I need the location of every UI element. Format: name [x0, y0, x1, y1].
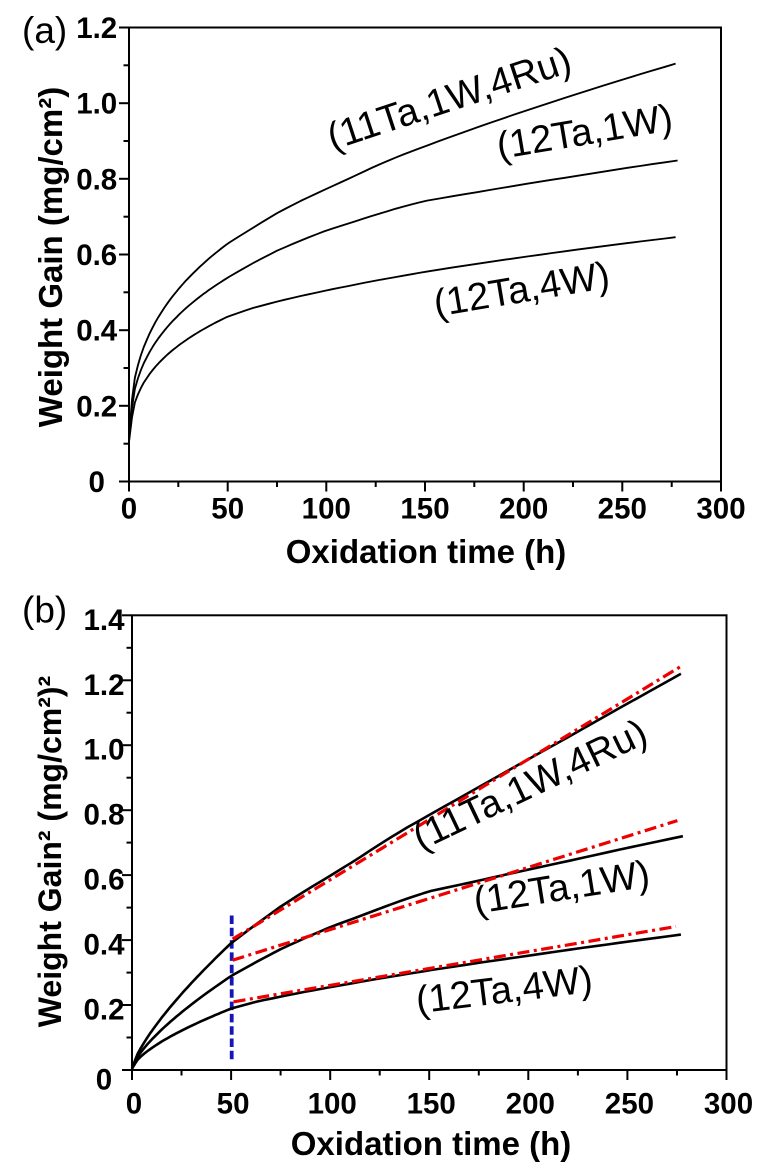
svg-text:Weight Gain² (mg/cm²)²: Weight Gain² (mg/cm²)² [32, 676, 68, 1027]
svg-text:1.4: 1.4 [83, 604, 125, 637]
svg-text:100: 100 [308, 1088, 357, 1121]
svg-text:0.6: 0.6 [76, 239, 117, 272]
svg-text:1.0: 1.0 [83, 734, 124, 767]
svg-text:0.2: 0.2 [83, 994, 124, 1027]
svg-text:1.2: 1.2 [83, 669, 124, 702]
svg-text:0.2: 0.2 [76, 390, 117, 423]
svg-text:250: 250 [605, 1088, 654, 1121]
svg-text:0: 0 [96, 1064, 112, 1097]
svg-text:0: 0 [121, 493, 137, 526]
svg-text:0.8: 0.8 [76, 163, 117, 196]
svg-text:1.0: 1.0 [76, 88, 117, 121]
svg-text:Oxidation time (h): Oxidation time (h) [286, 533, 567, 570]
svg-text:200: 200 [499, 493, 548, 526]
svg-text:300: 300 [704, 1088, 753, 1121]
svg-text:Oxidation time (h): Oxidation time (h) [291, 1125, 572, 1162]
svg-text:(a): (a) [22, 10, 67, 51]
svg-text:(b): (b) [22, 590, 67, 631]
svg-text:Weight Gain (mg/cm²): Weight Gain (mg/cm²) [32, 87, 69, 427]
svg-text:0: 0 [88, 466, 104, 499]
svg-text:0.8: 0.8 [83, 799, 124, 832]
svg-text:1.2: 1.2 [76, 12, 117, 45]
svg-text:50: 50 [211, 493, 244, 526]
svg-text:0.4: 0.4 [83, 929, 125, 962]
svg-text:150: 150 [407, 1088, 456, 1121]
svg-text:0.6: 0.6 [83, 864, 124, 897]
svg-text:150: 150 [400, 493, 449, 526]
svg-text:0: 0 [126, 1088, 142, 1121]
svg-text:250: 250 [598, 493, 647, 526]
svg-text:200: 200 [506, 1088, 555, 1121]
svg-text:300: 300 [696, 493, 745, 526]
svg-text:100: 100 [302, 493, 351, 526]
svg-text:50: 50 [217, 1088, 250, 1121]
svg-text:0.4: 0.4 [76, 315, 118, 348]
